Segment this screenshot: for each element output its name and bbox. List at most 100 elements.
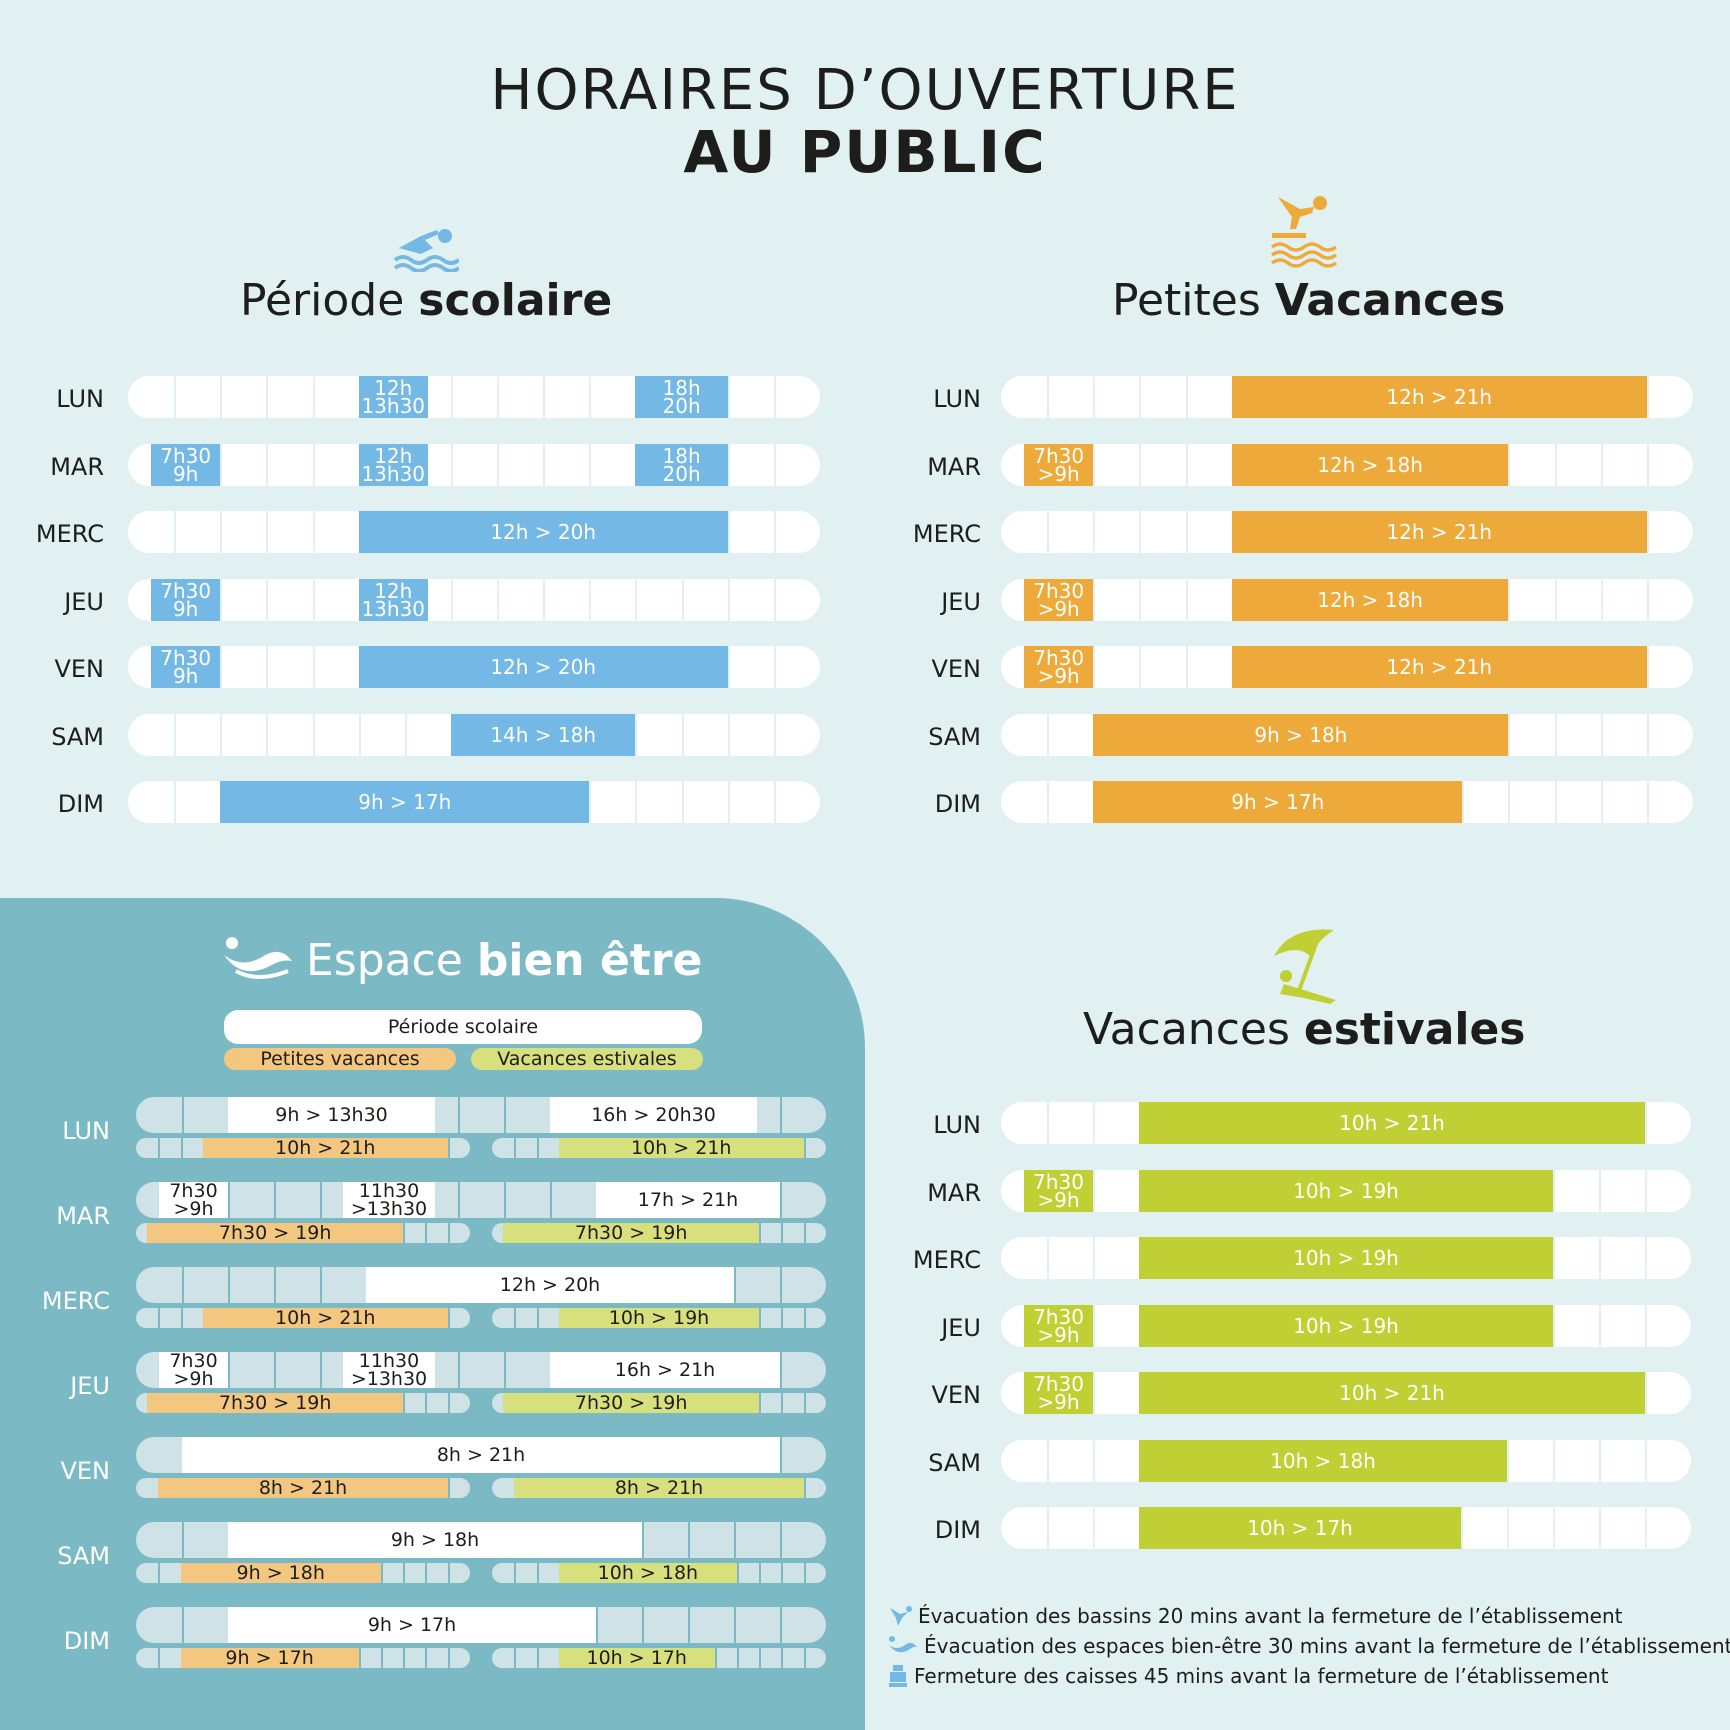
bienetre-estivales-track: 10h > 17h bbox=[492, 1648, 826, 1668]
scolaire-time-bar: 12h 13h30 bbox=[358, 376, 428, 418]
grid-line bbox=[1047, 1507, 1049, 1549]
grid-line bbox=[1645, 1102, 1647, 1144]
bar-label: 7h30 bbox=[160, 646, 212, 670]
grid-line bbox=[727, 781, 730, 823]
bar-label: 12h > 21h bbox=[1386, 520, 1493, 544]
swimmer-icon bbox=[393, 229, 459, 272]
bar-label: >9h bbox=[1037, 1187, 1080, 1212]
grid-line bbox=[1093, 1237, 1095, 1279]
grid-line bbox=[404, 713, 407, 756]
grid-line bbox=[589, 443, 592, 486]
grid-line bbox=[1508, 781, 1511, 823]
grid-line bbox=[158, 1308, 161, 1328]
grid-line bbox=[714, 1648, 717, 1668]
grid-line bbox=[158, 1648, 161, 1668]
grid-line bbox=[180, 1138, 183, 1158]
petites-day-label: LUN bbox=[933, 385, 981, 413]
scolaire-track: 7h30 9h 12h 13h30 bbox=[128, 578, 820, 621]
bienetre-petites-track: 10h > 21h bbox=[136, 1138, 470, 1158]
grid-line bbox=[1139, 376, 1142, 418]
bar-label: 20h bbox=[662, 394, 701, 418]
bar-label: 12h > 21h bbox=[1386, 655, 1493, 679]
bienetre-scolaire-bar: 9h > 17h bbox=[228, 1607, 596, 1643]
bar-label: 9h > 18h bbox=[1254, 722, 1348, 747]
grid-line bbox=[1047, 781, 1050, 823]
grid-line bbox=[635, 578, 638, 621]
scolaire-time-bar: 18h 20h bbox=[635, 443, 728, 486]
bienetre-day-label: DIM bbox=[63, 1627, 110, 1655]
grid-line bbox=[543, 376, 546, 418]
bienetre-petites-bar: 9h > 18h bbox=[180, 1563, 381, 1583]
bienetre-estivales-bar: 7h30 > 19h bbox=[503, 1223, 760, 1243]
grid-line bbox=[1600, 578, 1603, 621]
petites-time-bar: 9h > 17h bbox=[1093, 781, 1463, 823]
bienetre-scolaire-bar: 11h30 >13h30 bbox=[343, 1182, 435, 1218]
grid-line bbox=[536, 1138, 539, 1158]
grid-line bbox=[759, 1308, 762, 1328]
scolaire-track: 7h30 9h 12h > 20h bbox=[128, 646, 820, 688]
grid-line bbox=[1139, 646, 1142, 688]
legend-petites: Petites vacances bbox=[224, 1048, 456, 1070]
petites-time-bar: 7h30 >9h bbox=[1024, 578, 1094, 621]
bienetre-estivales-bar: 10h > 19h bbox=[558, 1308, 760, 1328]
bienetre-scolaire-bar: 7h30 >9h bbox=[159, 1182, 228, 1218]
grid-line bbox=[688, 1522, 690, 1558]
bienetre-petites-track: 9h > 18h bbox=[136, 1563, 470, 1583]
bienetre-scolaire-bar: 12h > 20h bbox=[366, 1267, 734, 1303]
grid-line bbox=[228, 1267, 230, 1303]
bar-label: 10h > 21h bbox=[1339, 1111, 1445, 1135]
grid-line bbox=[773, 511, 776, 553]
grid-line bbox=[266, 376, 269, 418]
estivales-day-label: JEU bbox=[941, 1313, 981, 1342]
bar-label: 7h30 > 19h bbox=[218, 1393, 332, 1413]
petites-day-label: DIM bbox=[934, 790, 981, 818]
bar-label: 8h > 21h bbox=[258, 1478, 348, 1498]
bar-label: 13h30 bbox=[361, 596, 426, 621]
grid-line bbox=[358, 1648, 361, 1668]
grid-line bbox=[803, 1393, 806, 1413]
grid-line bbox=[182, 1267, 184, 1303]
grid-line bbox=[358, 713, 361, 756]
grid-line bbox=[781, 1648, 784, 1668]
scolaire-time-bar: 12h > 20h bbox=[358, 646, 728, 688]
grid-line bbox=[497, 578, 500, 621]
bar-label: >9h bbox=[1037, 596, 1080, 621]
grid-line bbox=[447, 1308, 450, 1328]
grid-line bbox=[1093, 1372, 1095, 1414]
beach-umbrella-icon bbox=[1274, 929, 1336, 1004]
grid-line bbox=[536, 1563, 539, 1583]
grid-line bbox=[220, 443, 223, 486]
grid-line bbox=[228, 1352, 230, 1388]
grid-line bbox=[736, 1563, 739, 1583]
grid-line bbox=[759, 1393, 762, 1413]
grid-line bbox=[1600, 443, 1603, 486]
bienetre-petites-bar: 7h30 > 19h bbox=[147, 1223, 404, 1243]
petites-track: 9h > 17h bbox=[1001, 781, 1693, 823]
scolaire-time-bar: 14h > 18h bbox=[450, 713, 636, 756]
grid-line bbox=[1599, 1507, 1601, 1549]
bienetre-estivales-track: 7h30 > 19h bbox=[492, 1223, 826, 1243]
bar-label: 10h > 18h bbox=[597, 1563, 699, 1583]
grid-line bbox=[589, 781, 592, 823]
bar-label: 20h bbox=[662, 461, 701, 486]
grid-line bbox=[681, 781, 684, 823]
estivales-track: 10h > 17h bbox=[1001, 1507, 1691, 1549]
grid-line bbox=[274, 1352, 276, 1388]
bar-label: 12h > 20h bbox=[490, 655, 597, 679]
grid-line bbox=[497, 376, 500, 418]
grid-line bbox=[1645, 1507, 1647, 1549]
scolaire-title: Période scolaire bbox=[240, 275, 613, 326]
grid-line bbox=[781, 1563, 784, 1583]
grid-line bbox=[773, 443, 776, 486]
grid-line bbox=[681, 713, 684, 756]
estivales-day-label: MERC bbox=[912, 1246, 981, 1274]
grid-line bbox=[803, 1138, 806, 1158]
grid-line bbox=[1553, 1169, 1555, 1212]
grid-line bbox=[174, 376, 177, 418]
grid-line bbox=[403, 1393, 406, 1413]
bienetre-scolaire-bar: 9h > 13h30 bbox=[228, 1097, 435, 1133]
estivales-day-label: DIM bbox=[934, 1516, 981, 1544]
grid-line bbox=[1507, 1507, 1509, 1549]
grid-line bbox=[1093, 1102, 1095, 1144]
grid-line bbox=[1185, 578, 1188, 621]
